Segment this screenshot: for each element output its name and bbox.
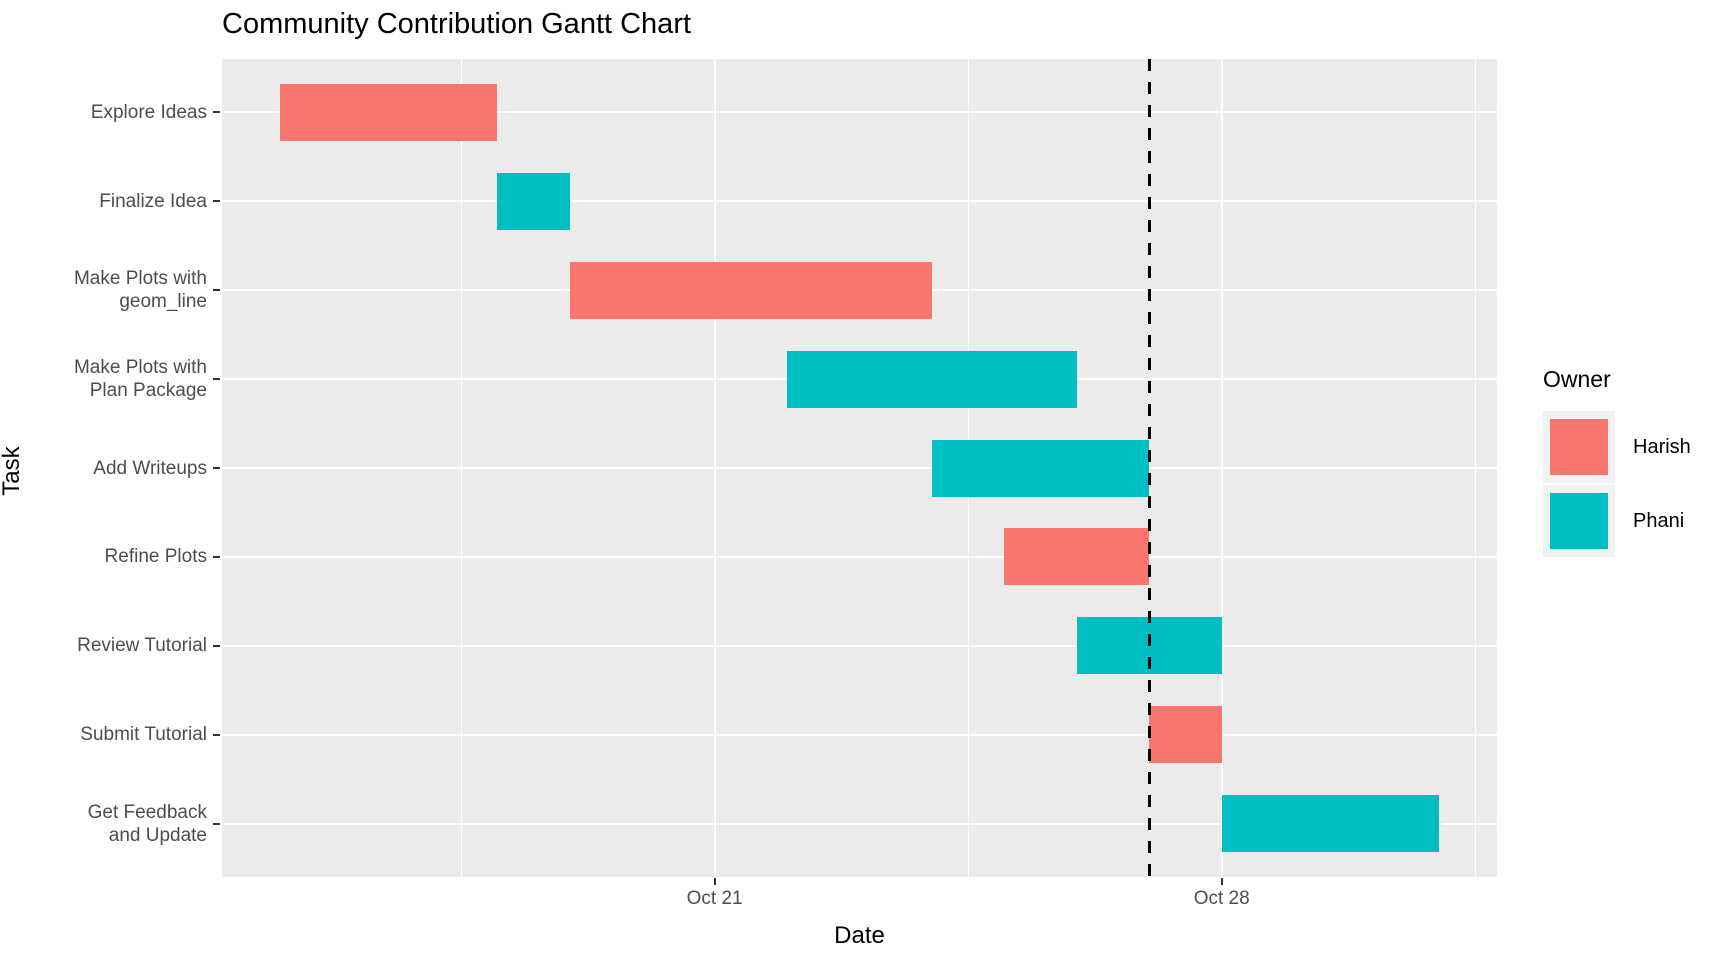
legend-title: Owner [1543, 366, 1611, 392]
y-axis-tick [213, 111, 220, 114]
legend: Owner Harish Phani [1543, 366, 1728, 559]
y-axis-tick [213, 467, 220, 469]
y-axis-label: Get Feedback and Update [87, 801, 207, 846]
horizontal-gridline [222, 200, 1497, 203]
x-axis-tick [1220, 878, 1223, 885]
gantt-bar-make-plots-with-plan-package [787, 350, 1077, 408]
x-axis-label: Oct 21 [686, 888, 743, 909]
minor-vertical-gridline [460, 59, 462, 877]
horizontal-gridline [222, 111, 1497, 114]
y-axis-label: Make Plots with Plan Package [73, 357, 207, 402]
legend-label-harish: Harish [1633, 435, 1691, 458]
legend-key-phani [1543, 485, 1615, 557]
y-axis-label: Make Plots with geom_line [73, 268, 207, 313]
y-axis-label: Review Tutorial [77, 635, 207, 657]
x-axis-tick [713, 878, 716, 885]
y-axis-tick [213, 200, 220, 203]
major-vertical-gridline [1220, 59, 1223, 877]
y-axis-label: Refine Plots [104, 546, 207, 568]
y-axis-label: Explore Ideas [90, 101, 207, 123]
y-axis-tick [213, 822, 220, 825]
horizontal-gridline [222, 555, 1497, 558]
major-vertical-gridline [713, 59, 716, 877]
legend-key-harish [1543, 411, 1615, 483]
plot-panel [222, 59, 1497, 877]
y-axis-label: Submit Tutorial [80, 724, 207, 746]
legend-item-phani: Phani [1543, 485, 1728, 557]
gantt-bar-make-plots-with-geom-line [569, 261, 932, 319]
minor-vertical-gridline [1474, 59, 1476, 877]
gantt-bar-add-writeups [931, 439, 1150, 497]
gantt-bar-submit-tutorial [1149, 706, 1222, 764]
horizontal-gridline [222, 644, 1497, 647]
chart-title: Community Contribution Gantt Chart [222, 8, 692, 40]
y-axis-tick [213, 644, 220, 647]
y-axis-title: Task [0, 446, 25, 496]
y-axis-tick [213, 289, 220, 292]
gantt-bar-finalize-idea [497, 172, 570, 230]
legend-item-harish: Harish [1543, 411, 1728, 483]
legend-label-phani: Phani [1633, 509, 1685, 532]
gantt-bar-get-feedback-and-update [1221, 795, 1440, 853]
y-axis-label: Add Writeups [93, 457, 207, 479]
harish-color-swatch [1550, 419, 1608, 475]
x-axis-title: Date [834, 922, 885, 949]
reference-line-dashed [1147, 59, 1151, 877]
phani-color-swatch [1550, 493, 1608, 549]
y-axis-label: Finalize Idea [99, 190, 207, 212]
y-axis-tick [213, 378, 220, 381]
y-axis-tick [213, 733, 220, 736]
horizontal-gridline [222, 822, 1497, 825]
x-axis-label: Oct 28 [1193, 888, 1250, 909]
y-axis-tick [213, 555, 220, 558]
gantt-bar-refine-plots [1004, 528, 1150, 586]
gantt-bar-explore-ideas [279, 83, 498, 141]
horizontal-gridline [222, 733, 1497, 736]
horizontal-gridline [222, 467, 1497, 469]
